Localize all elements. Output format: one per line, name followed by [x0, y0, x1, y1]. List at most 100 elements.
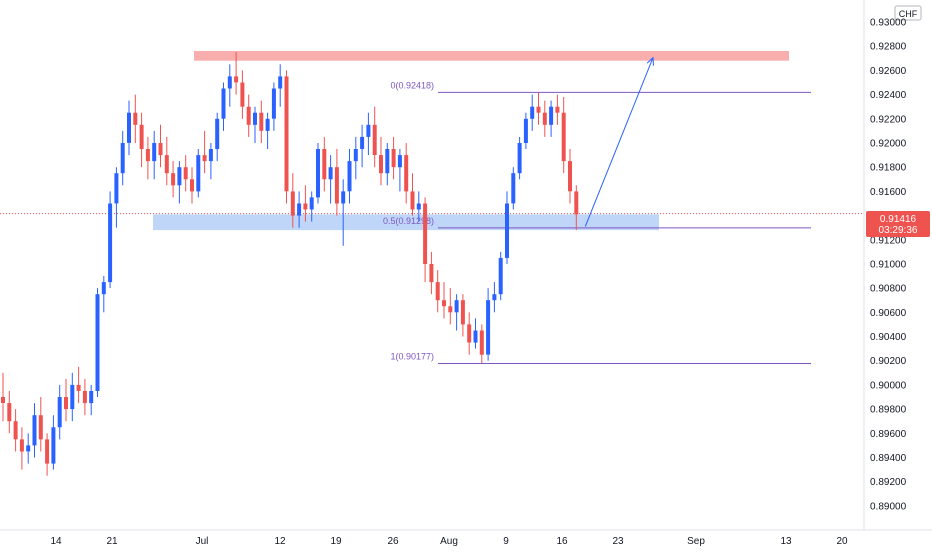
candle: [530, 94, 535, 131]
candle-body: [316, 149, 320, 198]
candle-body: [385, 149, 390, 174]
candle: [555, 94, 560, 125]
candle: [145, 136, 150, 180]
candle: [505, 191, 509, 264]
candle-body: [334, 167, 339, 204]
candle-body: [32, 415, 37, 446]
candle: [322, 136, 327, 192]
projection-arrow-head: [646, 56, 654, 66]
candle: [265, 112, 270, 149]
candle: [549, 100, 554, 137]
candle-body: [353, 149, 358, 162]
candle-body: [467, 324, 472, 343]
time-axis-tick-5: 26: [387, 536, 399, 547]
resistance-zone: [194, 51, 789, 61]
candle: [95, 288, 100, 397]
candle: [32, 403, 37, 458]
time-axis-tick-10: Sep: [687, 536, 705, 547]
candle: [284, 70, 289, 204]
candle: [391, 136, 396, 180]
candle: [448, 288, 453, 325]
candle: [423, 197, 428, 283]
candle-body: [416, 203, 421, 210]
candle-body: [246, 106, 251, 125]
candle: [82, 378, 87, 416]
candle-body: [158, 143, 163, 156]
time-axis-tick-9: 23: [612, 536, 624, 547]
candle: [328, 155, 333, 204]
candle: [347, 149, 352, 204]
candle: [385, 143, 390, 186]
candle: [561, 97, 566, 174]
candle: [404, 143, 409, 204]
candle: [246, 94, 251, 137]
candle-body: [290, 191, 295, 216]
candle-body: [523, 118, 528, 143]
overlay-layer: [584, 56, 654, 227]
candle: [341, 179, 346, 246]
candle-body: [492, 294, 497, 301]
candle: [196, 149, 201, 198]
candle-body: [536, 106, 541, 113]
candle: [57, 384, 62, 440]
candle-body: [89, 391, 94, 404]
candle: [467, 312, 472, 355]
candle: [202, 130, 207, 174]
candle-body: [379, 155, 383, 174]
candle: [253, 106, 257, 143]
price-axis-tick-13: 0.90400: [870, 332, 907, 343]
candle-body: [271, 88, 276, 119]
candle-body: [190, 179, 194, 192]
candle-body: [259, 112, 264, 131]
candle-body: [429, 264, 434, 283]
candle-body: [240, 82, 245, 107]
candle-layer: [1, 52, 579, 476]
candle-body: [372, 124, 377, 155]
candle-body: [423, 203, 428, 264]
candle-body: [164, 155, 169, 174]
candle-body: [574, 191, 579, 215]
candle: [183, 155, 188, 192]
candle: [64, 378, 68, 422]
candle: [334, 149, 339, 216]
price-axis[interactable]: 0.93000 0.92800 0.92600 0.92400 0.92200 0.920…: [870, 18, 907, 513]
candle-body: [127, 112, 131, 143]
time-axis-tick-3: 12: [274, 536, 286, 547]
candle-body: [322, 149, 327, 180]
candle-body: [366, 124, 371, 137]
candle-body: [568, 161, 572, 192]
candle-body: [64, 397, 68, 410]
time-axis-tick-4: 19: [330, 536, 342, 547]
candle: [360, 124, 365, 168]
candle-body: [227, 76, 232, 89]
candle: [429, 251, 434, 295]
projection-arrow-line: [584, 57, 654, 227]
candle: [133, 94, 138, 143]
candle: [259, 100, 264, 143]
time-axis[interactable]: 14 21 Jul 12 19 26 Aug 9 16 23 Sep 13 20: [50, 536, 848, 547]
candle-body: [284, 76, 289, 192]
candle-body: [13, 421, 18, 440]
time-axis-tick-12: 20: [836, 536, 848, 547]
candle: [1, 372, 5, 422]
candle: [171, 161, 176, 198]
candle: [379, 136, 383, 186]
candle-body: [454, 300, 459, 313]
price-axis-tick-18: 0.89400: [870, 453, 907, 464]
time-axis-tick-2: Jul: [196, 536, 209, 547]
candle-body: [442, 300, 446, 307]
candle-body: [38, 415, 43, 440]
time-axis-tick-1: 21: [106, 536, 118, 547]
candle-body: [473, 330, 478, 343]
candle: [366, 112, 371, 156]
candle-body: [265, 118, 270, 131]
candle: [416, 191, 421, 222]
candle: [177, 161, 182, 204]
candle: [309, 191, 314, 222]
candle: [435, 270, 440, 313]
time-axis-tick-0: 14: [50, 536, 62, 547]
candle-body: [171, 173, 176, 186]
